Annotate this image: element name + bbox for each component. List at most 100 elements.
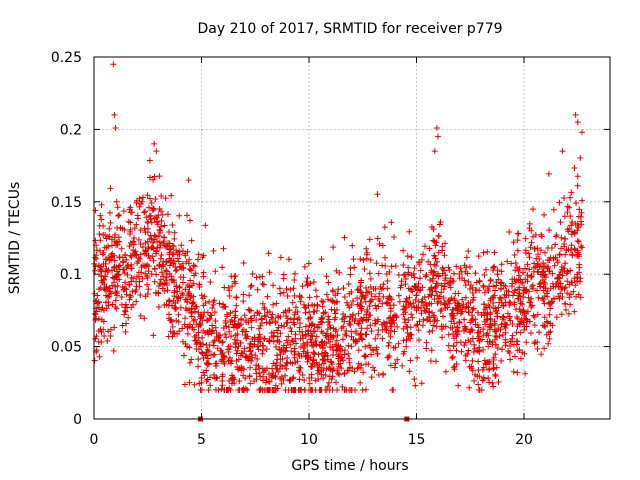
data-point (333, 337, 340, 344)
data-point (408, 254, 415, 261)
data-point (290, 285, 297, 292)
data-point (184, 212, 191, 219)
data-point (501, 294, 508, 301)
data-point (247, 347, 254, 354)
data-point (465, 299, 472, 306)
data-point (439, 243, 446, 250)
data-point (574, 238, 581, 245)
data-point (466, 286, 473, 293)
data-point (115, 212, 122, 219)
data-point (373, 344, 380, 351)
data-point (297, 335, 304, 342)
data-point (235, 387, 242, 394)
data-point (400, 247, 407, 254)
data-point (499, 314, 506, 321)
data-point (336, 363, 343, 370)
data-point (92, 335, 99, 342)
data-point (550, 295, 557, 302)
data-point (471, 377, 478, 384)
data-point (376, 298, 383, 305)
data-point (514, 237, 521, 244)
data-point (429, 327, 436, 334)
data-point (433, 272, 440, 279)
y-tick-label: 0 (73, 412, 82, 428)
data-point (121, 226, 128, 233)
data-point (390, 387, 397, 394)
data-point (145, 245, 152, 252)
data-point (97, 237, 104, 244)
data-point (131, 225, 138, 232)
data-point (347, 322, 354, 329)
data-point (291, 348, 298, 355)
data-point (312, 341, 319, 348)
data-point (546, 267, 553, 274)
data-point (450, 278, 457, 285)
data-point (304, 282, 311, 289)
data-point (514, 338, 521, 345)
data-point (409, 314, 416, 321)
data-point (498, 357, 505, 364)
data-point (226, 293, 233, 300)
data-point (355, 347, 362, 354)
data-point (96, 230, 103, 237)
data-point (307, 315, 314, 322)
data-point (115, 263, 122, 270)
data-point (192, 263, 199, 270)
data-point (492, 371, 499, 378)
data-point (512, 260, 519, 267)
data-point (357, 299, 364, 306)
data-point (386, 269, 393, 276)
data-point (200, 273, 207, 280)
data-point (455, 328, 462, 335)
data-point (186, 359, 193, 366)
data-point (462, 282, 469, 289)
data-point (412, 296, 419, 303)
data-point (225, 348, 232, 355)
data-point (368, 290, 375, 297)
data-point (373, 260, 380, 267)
data-point (223, 311, 230, 318)
data-point (566, 294, 573, 301)
data-point (148, 270, 155, 277)
data-point (421, 243, 428, 250)
data-point (425, 309, 432, 316)
data-point (96, 353, 103, 360)
data-point (219, 338, 226, 345)
data-point (112, 283, 119, 290)
data-point (273, 300, 280, 307)
data-point (374, 191, 381, 198)
data-point (531, 313, 538, 320)
data-point (109, 282, 116, 289)
data-point (465, 248, 472, 255)
data-point (380, 281, 387, 288)
data-point (456, 275, 463, 282)
data-point (249, 270, 256, 277)
data-point (393, 313, 400, 320)
data-point (282, 372, 289, 379)
data-point (514, 323, 521, 330)
data-point (268, 329, 275, 336)
x-tick-label: 20 (515, 432, 533, 448)
data-point (283, 359, 290, 366)
data-point (137, 241, 144, 248)
data-point (158, 252, 165, 259)
data-point (158, 217, 165, 224)
data-point (435, 133, 441, 140)
data-point (313, 293, 320, 300)
data-point (576, 206, 583, 213)
data-point (335, 351, 342, 358)
data-point (434, 280, 441, 287)
data-point (574, 119, 581, 126)
data-point (542, 249, 549, 256)
data-point (125, 261, 132, 268)
data-point (480, 346, 487, 353)
data-point (92, 207, 99, 214)
data-point (154, 221, 161, 228)
data-point (518, 355, 525, 362)
data-point (420, 316, 427, 323)
data-point (153, 148, 160, 155)
data-point (552, 233, 559, 240)
data-point (106, 257, 113, 264)
data-point (507, 338, 514, 345)
data-point (431, 318, 438, 325)
